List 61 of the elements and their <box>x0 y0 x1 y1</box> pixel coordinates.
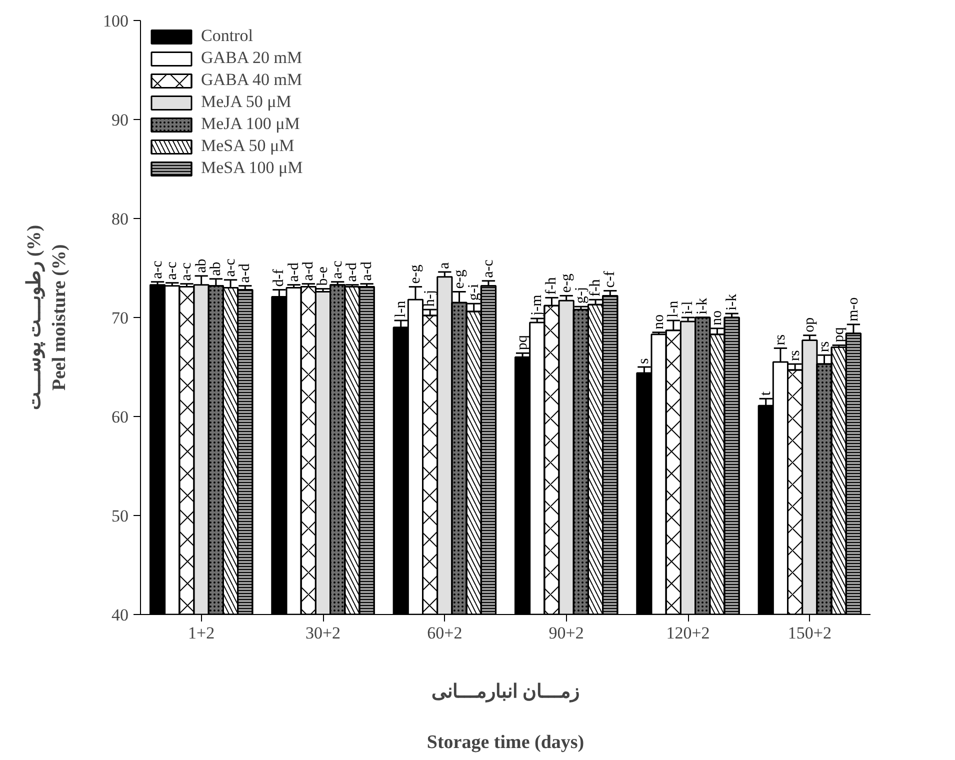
data-label: a-d <box>358 261 375 281</box>
y-tick-label: 80 <box>112 210 128 228</box>
x-tick-label: 90+2 <box>548 624 584 642</box>
data-label: a-c <box>222 258 239 277</box>
y-tick-label: 100 <box>103 12 128 30</box>
data-label: h-j <box>422 290 438 307</box>
x-tick-label: 1+2 <box>188 624 215 642</box>
data-label: a-c <box>150 260 166 279</box>
legend-label: Control <box>201 26 253 46</box>
x-tick-label: 150+2 <box>788 624 832 642</box>
legend-label: GABA 20 mM <box>201 48 302 68</box>
data-label: a-c <box>330 260 346 279</box>
legend-label: MeJA 50 μM <box>201 92 292 112</box>
legend-label: MeJA 100 μM <box>201 114 300 134</box>
y-tick-label: 40 <box>112 606 128 624</box>
data-label: l-n <box>665 300 682 318</box>
data-label: f-h <box>588 278 604 297</box>
data-label: s <box>636 358 652 364</box>
legend-label: MeSA 100 μM <box>201 158 303 178</box>
data-label: a-d <box>300 261 316 281</box>
y-tick-label: 60 <box>112 408 128 426</box>
data-label: i-k <box>694 297 711 314</box>
data-label: rs <box>816 341 832 352</box>
data-label: d-f <box>271 269 288 287</box>
data-label: j-m <box>529 294 546 316</box>
data-label: pq <box>830 326 847 342</box>
data-label: i-k <box>724 293 740 311</box>
data-label: ab <box>193 258 210 273</box>
data-label: e-g <box>407 264 424 284</box>
data-label: a-c <box>178 262 195 281</box>
x-tick-label: 60+2 <box>427 624 462 642</box>
data-label: no <box>709 310 726 326</box>
legend-label: MeSA 50 μM <box>201 136 294 156</box>
data-label: op <box>802 317 818 332</box>
data-label: a-d <box>237 263 254 283</box>
x-tick-label: 120+2 <box>666 624 710 642</box>
x-tick-label: 30+2 <box>305 624 341 642</box>
data-label: pq <box>514 334 531 350</box>
data-label: a-d <box>286 262 302 282</box>
y-tick-label: 90 <box>112 110 128 130</box>
data-label: rs <box>772 334 788 346</box>
data-label: a-c <box>164 261 180 280</box>
y-tick-label: 70 <box>112 308 128 328</box>
data-label: ab <box>208 262 224 276</box>
data-label: c-f <box>602 271 618 288</box>
data-label: no <box>650 314 667 330</box>
data-label: m-o <box>845 297 862 322</box>
data-label: t <box>758 390 774 396</box>
data-label: a-d <box>344 262 360 282</box>
legend-label: GABA 40 mM <box>201 70 302 90</box>
data-label: b-e <box>315 266 331 286</box>
data-label: a-c <box>480 259 496 278</box>
data-label: e-g <box>451 269 468 289</box>
data-label: e-g <box>558 273 574 293</box>
data-label: g-j <box>572 286 589 304</box>
data-label: l-n <box>392 300 409 318</box>
y-tick-label: 50 <box>112 506 128 526</box>
data-label: rs <box>787 350 804 362</box>
data-label: a <box>436 262 453 269</box>
data-label: i-l <box>680 301 696 314</box>
data-label: f-h <box>544 276 560 295</box>
